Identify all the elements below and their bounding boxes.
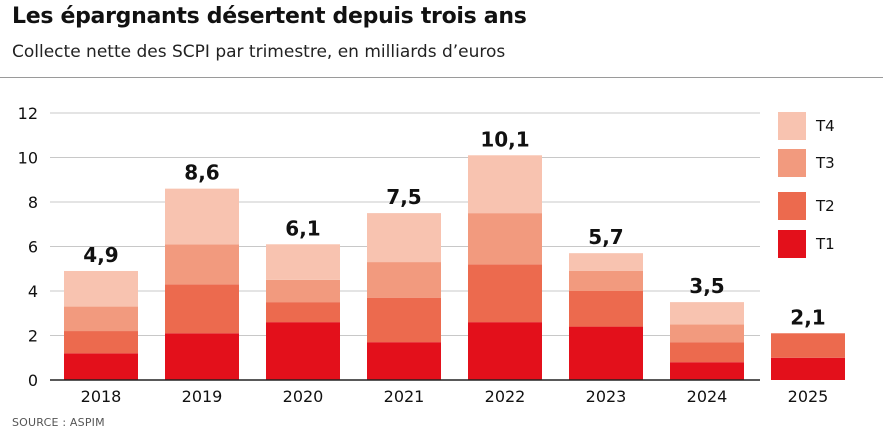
bar-total-label: 6,1	[285, 216, 320, 240]
bar-segment-t2	[266, 302, 340, 323]
bar-segment-t3	[266, 279, 340, 303]
y-tick-label: 12	[18, 104, 38, 123]
bar-segment-t4	[165, 188, 239, 245]
legend-label-t1: T1	[816, 235, 835, 253]
bar-segment-t1	[569, 326, 643, 380]
bar-total-label: 7,5	[386, 185, 421, 209]
x-tick-label: 2020	[283, 387, 324, 406]
bars	[64, 155, 845, 380]
bar-segment-t1	[468, 322, 542, 380]
x-tick-label: 2019	[182, 387, 223, 406]
bar-segment-t1	[64, 353, 138, 380]
bar-segment-t1	[266, 322, 340, 380]
y-tick-label: 4	[28, 282, 38, 301]
y-tick-label: 2	[28, 327, 38, 346]
bar-total-label: 10,1	[480, 127, 529, 151]
bar-segment-t4	[367, 213, 441, 263]
bar-segment-t2	[468, 264, 542, 323]
x-tick-label: 2018	[81, 387, 122, 406]
bar-segment-t2	[367, 297, 441, 343]
legend-swatch-t4	[778, 112, 806, 140]
bar-segment-t1	[771, 357, 845, 380]
axes: 0 2 4 6 8 10 12 2018 2019 2020 2021 2022 2023 2024 202…	[18, 104, 829, 406]
bar-segment-t2	[670, 342, 744, 363]
bar-segment-t4	[64, 270, 138, 307]
source-note: SOURCE : ASPIM	[12, 416, 105, 429]
y-tick-label: 10	[18, 149, 38, 168]
bar-segment-t3	[64, 306, 138, 332]
bar-segment-t3	[165, 244, 239, 285]
legend-item-t3: T3	[778, 149, 883, 177]
bar-total-label: 3,5	[689, 274, 724, 298]
bar-total-label: 5,7	[588, 225, 623, 249]
y-tick-label: 0	[28, 371, 38, 390]
legend-item-t4: T4	[778, 112, 883, 140]
bar-total-label: 4,9	[83, 243, 118, 267]
legend-swatch-t1	[778, 230, 806, 258]
legend-label-t2: T2	[816, 197, 835, 215]
chart-title: Les épargnants désertent depuis trois an…	[12, 4, 527, 29]
chart-subtitle: Collecte nette des SCPI par trimestre, e…	[12, 42, 506, 62]
bar-segment-t3	[670, 324, 744, 343]
x-tick-label: 2022	[485, 387, 526, 406]
x-tick-label: 2024	[687, 387, 728, 406]
x-tick-label: 2021	[384, 387, 425, 406]
bar-total-label: 8,6	[184, 161, 219, 185]
data-labels: 4,9 8,6 6,1 7,5 10,1 5,7 3,5 2,1	[83, 127, 825, 329]
bar-segment-t3	[569, 270, 643, 291]
bar-segment-t4	[569, 253, 643, 271]
x-tick-label: 2025	[788, 387, 829, 406]
legend-swatch-t3	[778, 149, 806, 177]
bar-segment-t4	[468, 155, 542, 214]
header-divider	[0, 77, 883, 78]
bar-segment-t1	[670, 362, 744, 380]
bar-segment-t4	[670, 302, 744, 325]
legend-swatch-t2	[778, 192, 806, 220]
bar-segment-t2	[64, 331, 138, 354]
legend-label-t3: T3	[816, 154, 835, 172]
bar-segment-t2	[771, 333, 845, 358]
legend-item-t2: T2	[778, 192, 883, 220]
bar-segment-t3	[367, 262, 441, 298]
bar-segment-t2	[165, 284, 239, 334]
legend-label-t4: T4	[816, 117, 835, 135]
y-tick-label: 6	[28, 238, 38, 257]
x-tick-label: 2023	[586, 387, 627, 406]
legend-item-t1: T1	[778, 230, 883, 258]
bar-total-label: 2,1	[790, 305, 825, 329]
bar-segment-t1	[165, 333, 239, 380]
bar-segment-t1	[367, 342, 441, 380]
bar-segment-t3	[468, 213, 542, 265]
y-tick-label: 8	[28, 193, 38, 212]
bar-segment-t4	[266, 244, 340, 280]
bar-segment-t2	[569, 291, 643, 327]
